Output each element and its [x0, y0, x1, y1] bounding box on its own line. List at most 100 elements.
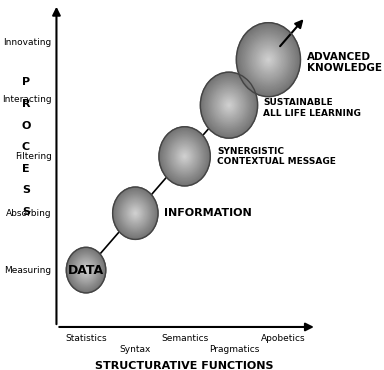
Circle shape — [71, 252, 101, 288]
Text: Apobetics: Apobetics — [261, 334, 306, 343]
Text: Innovating: Innovating — [3, 38, 51, 47]
Circle shape — [121, 197, 149, 229]
Circle shape — [68, 249, 104, 291]
Circle shape — [83, 266, 89, 274]
Circle shape — [238, 25, 298, 94]
Circle shape — [252, 41, 285, 78]
Circle shape — [179, 150, 190, 163]
Circle shape — [205, 78, 252, 132]
Circle shape — [82, 266, 90, 275]
Circle shape — [130, 207, 141, 219]
Text: Measuring: Measuring — [4, 266, 51, 275]
Text: S: S — [22, 185, 30, 195]
Circle shape — [211, 84, 247, 126]
Circle shape — [179, 151, 190, 162]
Circle shape — [161, 129, 208, 184]
Circle shape — [212, 85, 246, 125]
Circle shape — [130, 208, 140, 219]
Circle shape — [228, 104, 230, 107]
Circle shape — [73, 255, 99, 286]
Text: P: P — [22, 77, 30, 87]
Circle shape — [218, 92, 240, 118]
Text: E: E — [22, 164, 30, 174]
Circle shape — [243, 30, 294, 89]
Circle shape — [161, 128, 209, 184]
Circle shape — [124, 200, 147, 226]
Circle shape — [259, 48, 278, 71]
Circle shape — [132, 209, 139, 218]
Circle shape — [251, 40, 286, 80]
Circle shape — [200, 72, 258, 138]
Circle shape — [81, 264, 91, 276]
Circle shape — [166, 134, 204, 178]
Circle shape — [209, 81, 250, 129]
Circle shape — [237, 23, 300, 97]
Circle shape — [123, 199, 147, 227]
Circle shape — [124, 201, 146, 226]
Circle shape — [68, 250, 104, 290]
Circle shape — [214, 88, 244, 122]
Text: Filtering: Filtering — [15, 152, 51, 161]
Circle shape — [239, 26, 298, 94]
Circle shape — [113, 187, 158, 239]
Circle shape — [227, 103, 231, 107]
Circle shape — [67, 248, 105, 292]
Circle shape — [122, 198, 149, 229]
Circle shape — [266, 57, 271, 63]
Text: DATA: DATA — [68, 263, 104, 277]
Circle shape — [134, 212, 136, 214]
Circle shape — [129, 206, 141, 220]
Circle shape — [120, 196, 150, 231]
Circle shape — [121, 196, 150, 230]
Circle shape — [135, 213, 136, 214]
Circle shape — [254, 43, 283, 76]
Circle shape — [204, 77, 253, 134]
Circle shape — [73, 255, 99, 285]
Circle shape — [82, 265, 90, 275]
Circle shape — [224, 100, 233, 110]
Circle shape — [132, 210, 138, 216]
Circle shape — [173, 143, 196, 169]
Circle shape — [211, 85, 247, 125]
Text: SUSTAINABLE
ALL LIFE LEARNING: SUSTAINABLE ALL LIFE LEARNING — [263, 98, 361, 118]
Circle shape — [76, 259, 96, 282]
Circle shape — [250, 39, 286, 80]
Circle shape — [113, 188, 157, 239]
Text: Interacting: Interacting — [2, 95, 51, 104]
Circle shape — [249, 37, 288, 82]
Circle shape — [224, 99, 234, 111]
Text: INFORMATION: INFORMATION — [164, 208, 252, 218]
Text: C: C — [22, 142, 30, 152]
Circle shape — [72, 254, 100, 286]
Circle shape — [225, 101, 233, 110]
Circle shape — [202, 74, 256, 136]
Circle shape — [173, 143, 196, 170]
Circle shape — [162, 130, 207, 182]
Circle shape — [203, 75, 255, 135]
Circle shape — [254, 43, 283, 77]
Text: S: S — [22, 207, 30, 217]
Circle shape — [247, 35, 290, 84]
Circle shape — [216, 90, 242, 120]
Circle shape — [134, 211, 137, 215]
Circle shape — [240, 27, 296, 92]
Circle shape — [79, 262, 93, 278]
Circle shape — [217, 91, 242, 120]
Circle shape — [162, 131, 207, 182]
Circle shape — [128, 205, 142, 222]
Circle shape — [184, 156, 185, 157]
Circle shape — [220, 95, 238, 115]
Circle shape — [214, 87, 245, 123]
Text: ADVANCED
KNOWLEDGE: ADVANCED KNOWLEDGE — [307, 52, 382, 73]
Circle shape — [260, 50, 277, 69]
Circle shape — [131, 208, 140, 218]
Circle shape — [208, 81, 250, 130]
Circle shape — [83, 266, 89, 274]
Text: Syntax: Syntax — [120, 345, 151, 354]
Circle shape — [223, 98, 235, 112]
Circle shape — [84, 268, 88, 272]
Circle shape — [180, 152, 189, 161]
Circle shape — [250, 38, 287, 81]
Circle shape — [247, 34, 290, 85]
Circle shape — [268, 59, 269, 60]
